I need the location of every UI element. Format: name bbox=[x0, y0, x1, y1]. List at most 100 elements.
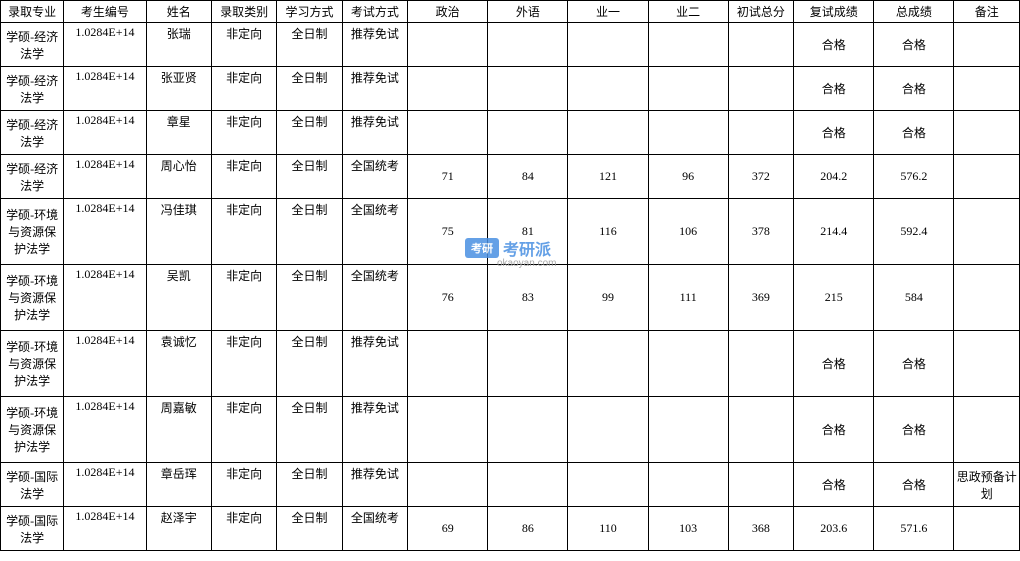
cell-study_mode: 全日制 bbox=[277, 199, 342, 265]
cell-subj1 bbox=[568, 67, 648, 111]
cell-major: 学硕-环境与资源保护法学 bbox=[1, 331, 64, 397]
col-header-subj2: 业二 bbox=[648, 1, 728, 23]
cell-study_mode: 全日制 bbox=[277, 463, 342, 507]
cell-subj2 bbox=[648, 67, 728, 111]
cell-name: 冯佳琪 bbox=[146, 199, 211, 265]
cell-study_mode: 全日制 bbox=[277, 331, 342, 397]
cell-subj1 bbox=[568, 23, 648, 67]
cell-politics bbox=[408, 331, 488, 397]
cell-prelim_total bbox=[728, 463, 793, 507]
col-header-candidate_id: 考生编号 bbox=[64, 1, 146, 23]
cell-remark bbox=[954, 23, 1020, 67]
cell-remark: 思政预备计划 bbox=[954, 463, 1020, 507]
cell-total_score: 592.4 bbox=[874, 199, 954, 265]
cell-major: 学硕-经济法学 bbox=[1, 111, 64, 155]
cell-interview_score: 合格 bbox=[794, 397, 874, 463]
cell-major: 学硕-经济法学 bbox=[1, 155, 64, 199]
cell-foreign_lang: 84 bbox=[488, 155, 568, 199]
cell-study_mode: 全日制 bbox=[277, 23, 342, 67]
cell-foreign_lang bbox=[488, 23, 568, 67]
cell-politics bbox=[408, 111, 488, 155]
cell-candidate_id: 1.0284E+14 bbox=[64, 67, 146, 111]
cell-remark bbox=[954, 155, 1020, 199]
col-header-total_score: 总成绩 bbox=[874, 1, 954, 23]
cell-major: 学硕-国际法学 bbox=[1, 463, 64, 507]
table-row: 学硕-经济法学1.0284E+14张亚贤非定向全日制推荐免试合格合格 bbox=[1, 67, 1020, 111]
cell-prelim_total: 368 bbox=[728, 507, 793, 551]
cell-politics: 76 bbox=[408, 265, 488, 331]
cell-prelim_total: 378 bbox=[728, 199, 793, 265]
cell-prelim_total bbox=[728, 331, 793, 397]
cell-subj2: 106 bbox=[648, 199, 728, 265]
cell-major: 学硕-经济法学 bbox=[1, 67, 64, 111]
cell-candidate_id: 1.0284E+14 bbox=[64, 331, 146, 397]
cell-exam_mode: 推荐免试 bbox=[342, 463, 407, 507]
cell-candidate_id: 1.0284E+14 bbox=[64, 23, 146, 67]
table-row: 学硕-环境与资源保护法学1.0284E+14冯佳琪非定向全日制全国统考75811… bbox=[1, 199, 1020, 265]
cell-prelim_total: 369 bbox=[728, 265, 793, 331]
cell-admit_type: 非定向 bbox=[211, 331, 276, 397]
cell-major: 学硕-经济法学 bbox=[1, 23, 64, 67]
cell-remark bbox=[954, 111, 1020, 155]
cell-major: 学硕-环境与资源保护法学 bbox=[1, 199, 64, 265]
cell-subj2 bbox=[648, 397, 728, 463]
cell-interview_score: 合格 bbox=[794, 463, 874, 507]
table-row: 学硕-环境与资源保护法学1.0284E+14吴凯非定向全日制全国统考768399… bbox=[1, 265, 1020, 331]
cell-interview_score: 合格 bbox=[794, 111, 874, 155]
cell-exam_mode: 推荐免试 bbox=[342, 111, 407, 155]
cell-subj1 bbox=[568, 111, 648, 155]
cell-remark bbox=[954, 331, 1020, 397]
col-header-remark: 备注 bbox=[954, 1, 1020, 23]
cell-name: 章岳珲 bbox=[146, 463, 211, 507]
col-header-name: 姓名 bbox=[146, 1, 211, 23]
cell-total_score: 合格 bbox=[874, 331, 954, 397]
cell-subj2 bbox=[648, 23, 728, 67]
table-header-row: 录取专业考生编号姓名录取类别学习方式考试方式政治外语业一业二初试总分复试成绩总成… bbox=[1, 1, 1020, 23]
cell-interview_score: 214.4 bbox=[794, 199, 874, 265]
col-header-study_mode: 学习方式 bbox=[277, 1, 342, 23]
table-row: 学硕-国际法学1.0284E+14赵泽宇非定向全日制全国统考6986110103… bbox=[1, 507, 1020, 551]
admissions-table: 录取专业考生编号姓名录取类别学习方式考试方式政治外语业一业二初试总分复试成绩总成… bbox=[0, 0, 1020, 551]
cell-subj1 bbox=[568, 397, 648, 463]
cell-foreign_lang bbox=[488, 67, 568, 111]
cell-exam_mode: 全国统考 bbox=[342, 507, 407, 551]
cell-admit_type: 非定向 bbox=[211, 199, 276, 265]
cell-politics: 71 bbox=[408, 155, 488, 199]
cell-interview_score: 203.6 bbox=[794, 507, 874, 551]
cell-study_mode: 全日制 bbox=[277, 397, 342, 463]
cell-candidate_id: 1.0284E+14 bbox=[64, 155, 146, 199]
cell-total_score: 合格 bbox=[874, 397, 954, 463]
cell-foreign_lang: 86 bbox=[488, 507, 568, 551]
cell-interview_score: 合格 bbox=[794, 331, 874, 397]
cell-politics bbox=[408, 23, 488, 67]
cell-subj2: 111 bbox=[648, 265, 728, 331]
cell-interview_score: 合格 bbox=[794, 23, 874, 67]
cell-prelim_total bbox=[728, 111, 793, 155]
col-header-foreign_lang: 外语 bbox=[488, 1, 568, 23]
cell-name: 周嘉敏 bbox=[146, 397, 211, 463]
cell-total_score: 合格 bbox=[874, 111, 954, 155]
col-header-exam_mode: 考试方式 bbox=[342, 1, 407, 23]
table-row: 学硕-国际法学1.0284E+14章岳珲非定向全日制推荐免试合格合格思政预备计划 bbox=[1, 463, 1020, 507]
cell-study_mode: 全日制 bbox=[277, 155, 342, 199]
table-body: 学硕-经济法学1.0284E+14张瑞非定向全日制推荐免试合格合格学硕-经济法学… bbox=[1, 23, 1020, 551]
col-header-admit_type: 录取类别 bbox=[211, 1, 276, 23]
cell-exam_mode: 推荐免试 bbox=[342, 397, 407, 463]
cell-name: 袁诚忆 bbox=[146, 331, 211, 397]
cell-candidate_id: 1.0284E+14 bbox=[64, 397, 146, 463]
cell-exam_mode: 推荐免试 bbox=[342, 67, 407, 111]
cell-exam_mode: 全国统考 bbox=[342, 199, 407, 265]
table-row: 学硕-经济法学1.0284E+14张瑞非定向全日制推荐免试合格合格 bbox=[1, 23, 1020, 67]
table-row: 学硕-环境与资源保护法学1.0284E+14袁诚忆非定向全日制推荐免试合格合格 bbox=[1, 331, 1020, 397]
cell-subj2 bbox=[648, 463, 728, 507]
cell-candidate_id: 1.0284E+14 bbox=[64, 111, 146, 155]
table-row: 学硕-经济法学1.0284E+14章星非定向全日制推荐免试合格合格 bbox=[1, 111, 1020, 155]
cell-subj2: 96 bbox=[648, 155, 728, 199]
cell-subj1: 121 bbox=[568, 155, 648, 199]
cell-name: 赵泽宇 bbox=[146, 507, 211, 551]
cell-total_score: 576.2 bbox=[874, 155, 954, 199]
cell-politics bbox=[408, 397, 488, 463]
col-header-major: 录取专业 bbox=[1, 1, 64, 23]
cell-admit_type: 非定向 bbox=[211, 463, 276, 507]
cell-subj2 bbox=[648, 331, 728, 397]
